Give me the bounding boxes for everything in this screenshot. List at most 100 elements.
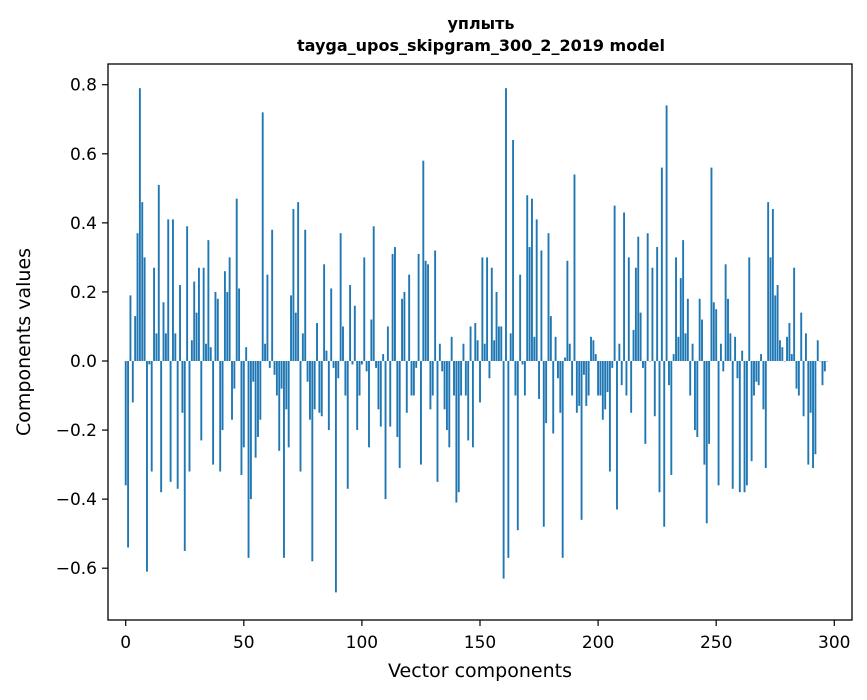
x-tick-label: 50	[233, 633, 255, 653]
bar	[600, 361, 602, 396]
bar	[144, 257, 146, 361]
bar	[153, 268, 155, 361]
bar	[373, 226, 375, 361]
bar	[335, 361, 337, 592]
bar	[765, 361, 767, 468]
bar	[597, 361, 599, 396]
bar	[266, 275, 268, 361]
bar	[439, 344, 441, 361]
bar	[474, 323, 476, 361]
x-tick-label: 300	[818, 633, 850, 653]
bar	[224, 271, 226, 361]
bar	[621, 361, 623, 385]
bar	[472, 361, 474, 447]
bar	[222, 361, 224, 430]
bar	[673, 354, 675, 361]
bar	[470, 326, 472, 361]
bar	[399, 361, 401, 468]
bar	[448, 361, 450, 447]
x-axis-label: Vector components	[388, 660, 572, 682]
bar	[656, 247, 658, 361]
bar	[389, 361, 391, 427]
bar	[340, 233, 342, 361]
bar	[628, 257, 630, 361]
bar	[304, 230, 306, 361]
bar	[413, 361, 415, 396]
bar	[231, 361, 233, 420]
bar	[552, 361, 554, 434]
bar	[500, 326, 502, 361]
bar	[446, 361, 448, 430]
bar	[793, 268, 795, 361]
bar	[625, 361, 627, 396]
bar	[455, 361, 457, 503]
bar	[550, 316, 552, 361]
bar	[685, 333, 687, 361]
bar	[451, 337, 453, 361]
bar	[434, 250, 436, 361]
bar	[614, 206, 616, 361]
bar	[219, 361, 221, 472]
bar	[666, 105, 668, 361]
bar	[262, 112, 264, 361]
bar	[283, 361, 285, 558]
bar	[496, 292, 498, 361]
bar	[682, 240, 684, 361]
bar	[803, 361, 805, 416]
bar	[533, 337, 535, 361]
bar	[486, 257, 488, 361]
bar	[385, 361, 387, 499]
bar	[281, 361, 283, 389]
bar	[184, 361, 186, 551]
y-tick-label: −0.6	[56, 559, 97, 579]
bar	[392, 254, 394, 361]
chart-title: уплыть	[447, 14, 514, 33]
bar	[297, 202, 299, 361]
bar	[493, 340, 495, 361]
bar	[507, 361, 509, 558]
bar	[498, 326, 500, 361]
bar	[762, 361, 764, 409]
bar	[347, 361, 349, 489]
bar	[689, 361, 691, 396]
bar	[701, 320, 703, 361]
bar	[817, 340, 819, 361]
bar	[578, 361, 580, 406]
bar	[774, 295, 776, 361]
bar	[590, 337, 592, 361]
bar	[524, 361, 526, 396]
bar	[274, 361, 276, 375]
bar	[444, 361, 446, 409]
bar	[479, 361, 481, 402]
bar	[489, 361, 491, 378]
bar	[633, 330, 635, 361]
bar	[481, 257, 483, 361]
bar	[510, 333, 512, 361]
bar	[165, 333, 167, 361]
x-tick-label: 0	[120, 633, 131, 653]
x-tick-label: 100	[346, 633, 378, 653]
bar	[559, 361, 561, 413]
bar	[207, 240, 209, 361]
bar	[217, 299, 219, 361]
bar	[734, 337, 736, 361]
bar	[696, 361, 698, 437]
bar	[215, 292, 217, 361]
bar	[366, 361, 368, 371]
bar	[725, 264, 727, 361]
bar	[718, 361, 720, 485]
bar	[531, 199, 533, 361]
bar	[781, 347, 783, 361]
bar	[758, 361, 760, 385]
bar	[571, 361, 573, 396]
bar	[807, 361, 809, 465]
bar	[420, 361, 422, 465]
y-tick-label: 0.2	[70, 283, 97, 303]
bar	[611, 361, 613, 368]
bar	[746, 361, 748, 485]
bar	[644, 361, 646, 444]
bar	[288, 361, 290, 447]
bar	[484, 344, 486, 361]
